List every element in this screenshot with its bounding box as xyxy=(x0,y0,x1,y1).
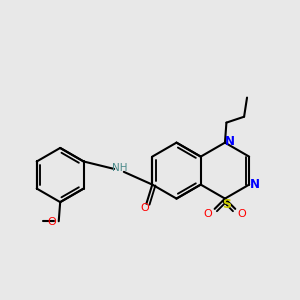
Text: S: S xyxy=(222,198,231,211)
Text: O: O xyxy=(141,203,150,213)
Text: NH: NH xyxy=(112,163,127,173)
Text: O: O xyxy=(237,209,246,219)
Text: N: N xyxy=(250,178,260,191)
Text: N: N xyxy=(225,135,235,148)
Text: O: O xyxy=(204,209,212,219)
Text: O: O xyxy=(47,217,56,227)
